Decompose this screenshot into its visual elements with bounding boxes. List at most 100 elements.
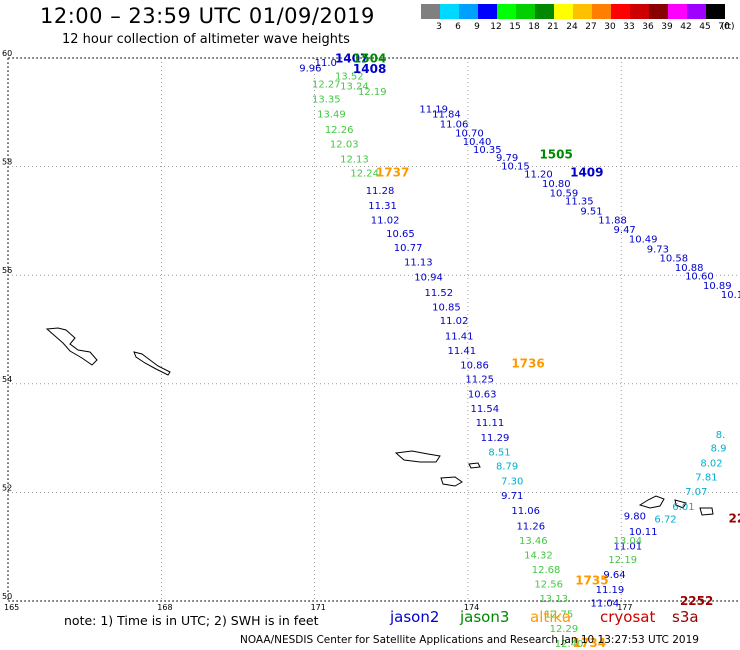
scale-swatch — [630, 4, 649, 19]
scale-label: 39 — [661, 22, 673, 32]
wave-height-value: 12.26 — [325, 125, 354, 136]
scale-label: 24 — [566, 22, 578, 32]
wave-height-value: 12.68 — [532, 565, 561, 576]
scale-swatch — [535, 4, 554, 19]
wave-height-value: 11.20 — [524, 169, 553, 180]
wave-height-value: 10.85 — [432, 302, 461, 313]
scale-label: 45 — [699, 22, 711, 32]
wave-height-value: 10.49 — [629, 235, 658, 246]
satellite-legend-s3a: s3a — [672, 608, 699, 626]
wave-height-value: 11.13 — [404, 257, 433, 268]
wave-height-value: 11.29 — [481, 433, 510, 444]
wave-height-value: 10.35 — [473, 145, 502, 156]
lon-label: 177 — [617, 603, 632, 612]
island-coastline — [699, 507, 714, 516]
scale-label: 15 — [509, 22, 521, 32]
wave-height-value: 10.59 — [550, 188, 579, 199]
wave-height-value: 12.13 — [340, 154, 369, 165]
scale-swatch — [497, 4, 516, 19]
wave-height-value: 7.30 — [501, 476, 523, 487]
wave-height-value: 11.19 — [419, 104, 448, 115]
wave-height-value: 11.84 — [432, 110, 461, 121]
pass-time-label: 1505 — [539, 147, 572, 161]
wave-height-value: 10.80 — [542, 179, 571, 190]
footer-note: note: 1) Time is in UTC; 2) SWH is in fe… — [64, 613, 319, 628]
pass-time-label: 1735 — [575, 574, 608, 588]
wave-height-value: 12.19 — [358, 87, 387, 98]
credit-line: NOAA/NESDIS Center for Satellite Applica… — [240, 634, 699, 646]
wave-height-value: 8.51 — [488, 447, 510, 458]
wave-height-value: 10.94 — [414, 273, 443, 284]
scale-label: 70 — [718, 22, 730, 32]
scale-swatch — [687, 4, 706, 19]
wave-height-value: 11.88 — [598, 216, 627, 227]
scale-swatch — [421, 4, 440, 19]
pass-time-label: 1409 — [570, 165, 603, 179]
wave-height-value: 9.80 — [624, 512, 646, 523]
pass-time-label: 22 — [729, 511, 740, 525]
wave-height-value: 6.72 — [654, 514, 676, 525]
scale-label: 6 — [455, 22, 461, 32]
wave-height-value: 13.35 — [312, 95, 341, 106]
lon-label: 171 — [311, 603, 326, 612]
wave-height-value: 9.71 — [501, 491, 523, 502]
wave-height-value: 12.27 — [312, 79, 341, 90]
wave-height-value: 11.41 — [445, 331, 474, 342]
lat-label: 56 — [2, 266, 12, 275]
lat-label: 58 — [2, 158, 12, 167]
satellite-legend-altika: altika — [530, 608, 572, 626]
satellite-legend-jason3: jason3 — [460, 608, 510, 626]
pass-time-label: 1736 — [511, 357, 544, 371]
wave-height-value: 12.40 — [555, 639, 584, 650]
wave-height-value: 8.79 — [496, 462, 518, 473]
wave-height-value: 9.79 — [496, 153, 518, 164]
scale-label: 21 — [547, 22, 559, 32]
wave-height-value: 9.51 — [580, 206, 602, 217]
scale-label: 30 — [604, 22, 616, 32]
wave-height-value: 11.01 — [614, 541, 643, 552]
scale-label: 36 — [642, 22, 654, 32]
wave-height-value: 11.06 — [440, 120, 469, 131]
wave-height-value: 11.52 — [424, 288, 453, 299]
scale-label: 12 — [490, 22, 502, 32]
wave-height-value: 14.32 — [524, 551, 553, 562]
scale-swatch — [592, 4, 611, 19]
wave-height-value: 13.46 — [519, 536, 548, 547]
wave-height-value: 11.02 — [440, 316, 469, 327]
wave-height-value: 10.86 — [460, 361, 489, 372]
wave-height-value: 8. — [716, 430, 726, 441]
scale-label: 9 — [474, 22, 480, 32]
wave-height-value: 10.88 — [675, 263, 704, 274]
scale-label: 27 — [585, 22, 597, 32]
wave-height-value: 6.01 — [672, 502, 694, 513]
wave-height-value: 11.54 — [470, 404, 499, 415]
lon-label: 165 — [4, 603, 19, 612]
page-subtitle: 12 hour collection of altimeter wave hei… — [62, 32, 350, 47]
pass-time-label: 1504 — [353, 51, 386, 65]
wave-height-value: 12.19 — [608, 555, 637, 566]
wave-height-value: 12.29 — [550, 624, 579, 635]
scale-swatch — [706, 4, 725, 19]
wave-height-value: 10.89 — [703, 281, 732, 292]
island-coastline — [394, 450, 441, 463]
wave-height-value: 12.24 — [350, 168, 379, 179]
wave-height-value: 9.47 — [614, 225, 636, 236]
wave-height-value: 11.25 — [465, 375, 494, 386]
wave-height-value: 12.75 — [545, 609, 574, 620]
scale-swatch — [478, 4, 497, 19]
pass-time-label: 1734 — [573, 636, 606, 650]
scale-swatch — [554, 4, 573, 19]
wave-height-value: 10.58 — [660, 254, 689, 265]
wave-height-value: 8.02 — [700, 458, 722, 469]
wave-height-value: 12.56 — [534, 579, 563, 590]
wave-height-value: 11.35 — [565, 197, 594, 208]
wave-height-value: 9.64 — [603, 570, 625, 581]
wave-height-value: 10.11 — [629, 527, 658, 538]
scale-label: 42 — [680, 22, 692, 32]
wave-height-value: 12.03 — [330, 140, 359, 151]
wave-height-value: 10.15 — [501, 161, 530, 172]
scale-swatch — [649, 4, 668, 19]
lat-label: 60 — [2, 49, 12, 58]
scale-label: 18 — [528, 22, 540, 32]
